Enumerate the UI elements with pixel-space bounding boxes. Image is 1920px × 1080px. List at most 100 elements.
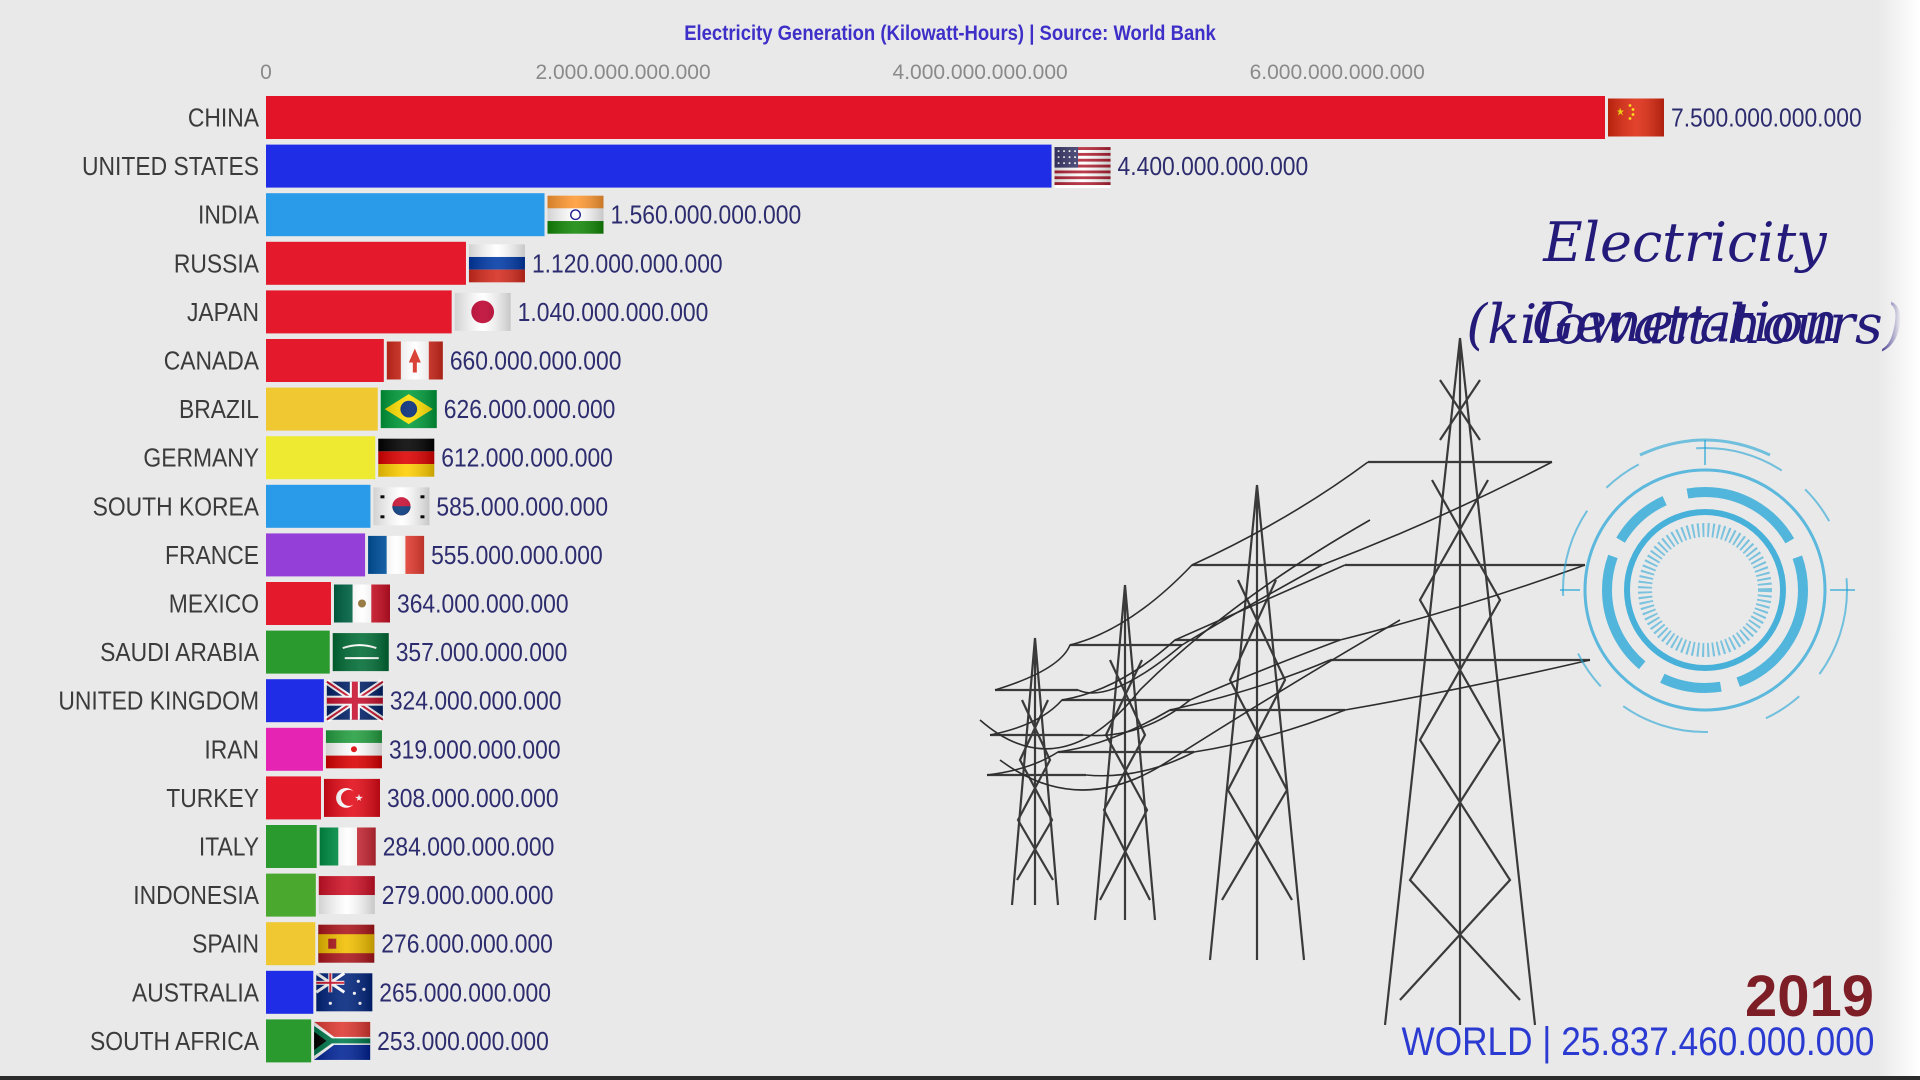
bar [266, 241, 466, 285]
category-label: IRAN [204, 736, 259, 765]
category-label: SAUDI ARABIA [100, 639, 259, 668]
bar [266, 1019, 312, 1063]
chart-title: Electricity Generation (Kilowatt-Hours) … [684, 22, 1216, 45]
iran-flag-icon [325, 730, 382, 769]
script-title-line2: (kilowatt-hours) [1466, 293, 1904, 356]
indonesia-flag-icon [318, 876, 375, 915]
value-label: 253.000.000.000 [377, 1028, 549, 1057]
x-tick-label: 2.000.000.000.000 [535, 61, 710, 84]
bar [266, 387, 378, 431]
value-label: 7.500.000.000.000 [1671, 104, 1862, 133]
germany-flag-icon [378, 438, 435, 477]
bar [266, 533, 366, 577]
category-label: UNITED STATES [82, 153, 259, 182]
value-label: 265.000.000.000 [379, 979, 551, 1008]
turkey-flag-icon [323, 778, 380, 817]
bar-row: GERMANY 612.000.000.000 [143, 436, 613, 480]
category-label: SOUTH AFRICA [90, 1028, 260, 1057]
bar-row: IRAN 319.000.000.000 [204, 727, 561, 771]
russia-flag-icon [468, 244, 525, 283]
value-label: 324.000.000.000 [390, 687, 562, 716]
value-label: 626.000.000.000 [444, 396, 616, 425]
bar-row: ITALY 284.000.000.000 [199, 825, 554, 868]
x-tick-label: 6.000.000.000.000 [1250, 61, 1425, 84]
bottom-border [0, 1076, 1920, 1080]
bar-row: UNITED KINGDOM 324.000.000.000 [58, 679, 562, 723]
value-label: 1.040.000.000.000 [518, 299, 709, 328]
italy-flag-icon [319, 827, 376, 866]
bar-row: FRANCE 555.000.000.000 [165, 533, 603, 577]
category-label: INDIA [198, 201, 260, 230]
japan-flag-icon [454, 292, 511, 331]
bar-row: SPAIN 276.000.000.000 [192, 922, 553, 966]
india-flag-icon [547, 195, 604, 234]
mexico-flag-icon [333, 584, 390, 623]
x-tick-label: 0 [260, 61, 272, 84]
value-label: 364.000.000.000 [397, 590, 569, 619]
bar [266, 96, 1605, 139]
category-label: CHINA [188, 104, 260, 133]
value-label: 555.000.000.000 [431, 542, 603, 571]
bar [266, 922, 316, 966]
south-africa-flag-icon [314, 1021, 371, 1060]
tower-icon [1170, 484, 1345, 961]
spain-flag-icon [318, 924, 375, 963]
tower-icon [1058, 584, 1194, 921]
value-label: 308.000.000.000 [387, 785, 559, 814]
category-label: CANADA [164, 347, 260, 376]
usa-flag-icon [1054, 147, 1111, 189]
category-label: UNITED KINGDOM [58, 687, 259, 716]
tower-icon [987, 637, 1086, 906]
bar [266, 776, 321, 820]
bar-row: CHINA 7.500.000.000.000 [188, 96, 1862, 139]
bar [266, 339, 384, 382]
tower-icon [1330, 337, 1590, 1026]
category-label: MEXICO [169, 590, 259, 619]
bar-row: SOUTH KOREA 585.000.000.000 [93, 484, 608, 528]
bar [266, 727, 323, 771]
bar [266, 436, 376, 480]
bar-row: SOUTH AFRICA 253.000.000.000 [90, 1019, 549, 1063]
saudi-arabia-flag-icon [332, 633, 389, 672]
bar-row: SAUDI ARABIA 357.000.000.000 [100, 630, 567, 674]
category-label: INDONESIA [133, 882, 259, 911]
script-title-line1: Electricity Generation [1531, 211, 1839, 354]
canada-flag-icon [386, 341, 443, 380]
australia-flag-icon [315, 972, 373, 1012]
category-label: SOUTH KOREA [93, 493, 260, 522]
category-label: BRAZIL [179, 396, 259, 425]
bar-row: TURKEY 308.000.000.000 [166, 776, 559, 820]
x-axis: 0 2.000.000.000.000 4.000.000.000.000 6.000… [260, 61, 1425, 84]
bar [266, 825, 317, 868]
bar-row: RUSSIA 1.120.000.000.000 [174, 241, 723, 285]
uk-flag-icon [325, 679, 385, 723]
value-label: 4.400.000.000.000 [1118, 153, 1309, 182]
category-label: GERMANY [143, 444, 259, 473]
category-label: SPAIN [192, 930, 259, 959]
x-tick-label: 4.000.000.000.000 [893, 61, 1068, 84]
value-label: 660.000.000.000 [450, 347, 622, 376]
world-total-label: WORLD | 25.837.460.000.000 [1401, 1020, 1874, 1064]
value-label: 319.000.000.000 [389, 736, 561, 765]
value-label: 612.000.000.000 [441, 444, 613, 473]
bar [266, 970, 314, 1014]
bar-row: INDONESIA 279.000.000.000 [133, 873, 554, 917]
category-label: AUSTRALIA [132, 979, 260, 1008]
value-label: 279.000.000.000 [382, 882, 554, 911]
bar [266, 144, 1052, 188]
bar-row: JAPAN 1.040.000.000.000 [187, 290, 709, 334]
value-label: 1.560.000.000.000 [611, 201, 802, 230]
bar [266, 630, 330, 674]
category-label: ITALY [199, 833, 259, 862]
bar [266, 679, 324, 723]
bar-row: UNITED STATES 4.400.000.000.000 [82, 144, 1309, 189]
power-lines [979, 461, 1591, 791]
bars-layer: CHINA 7.500.000.000.000 UNITED STATES 4.400… [58, 96, 1862, 1063]
right-edge-shade [1878, 0, 1920, 1080]
bar [266, 484, 371, 528]
value-label: 284.000.000.000 [383, 833, 555, 862]
china-flag-icon [1608, 98, 1664, 137]
bar [266, 193, 545, 237]
